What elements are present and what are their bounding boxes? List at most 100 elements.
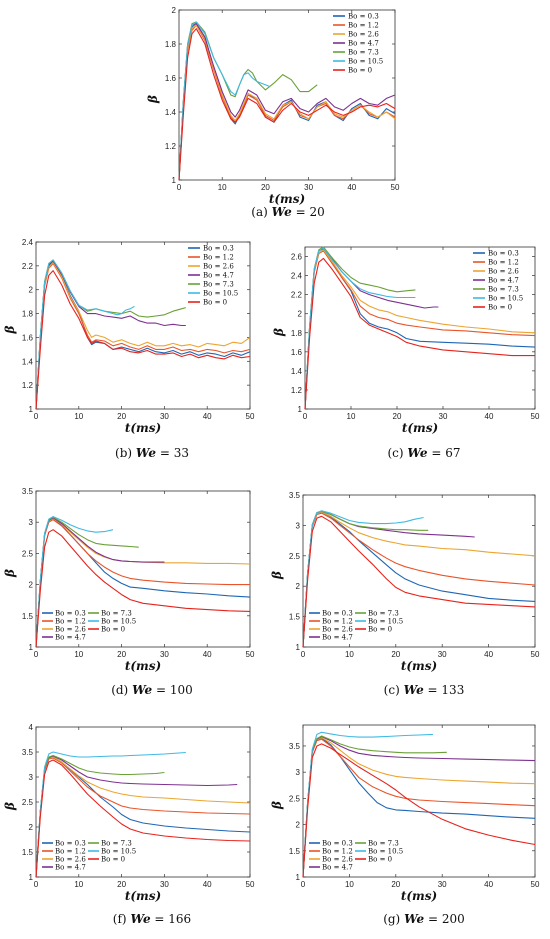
- x-tick-label: 10: [74, 650, 83, 659]
- x-tick-label: 40: [203, 650, 212, 659]
- caption-value: = 33: [159, 446, 189, 460]
- legend-label: Bo = 4.7: [488, 277, 519, 285]
- y-tick-label: 2: [296, 821, 301, 830]
- caption-we-100: (d) We = 100: [111, 683, 193, 697]
- caption-label: (c): [383, 683, 400, 697]
- chart-we-67: 0 10 20 30 40 50 1 1.2 1.4 1.6 1.8 2 2.2 2.4 2.6 t(ms) β…: [272, 246, 540, 435]
- caption-we-20: (a) We = 20: [251, 205, 324, 219]
- caption-label: (c): [387, 446, 404, 460]
- legend-label: Bo = 7.3: [368, 610, 399, 618]
- legend: Bo = 0.3Bo = 1.2Bo = 2.6Bo = 4.7Bo = 7.3…: [309, 610, 403, 642]
- legend-label: Bo = 0: [368, 626, 392, 634]
- legend-label: Bo = 7.3: [348, 49, 379, 57]
- caption-we-67: (c) We = 67: [387, 446, 460, 460]
- x-tick-label: 0: [34, 650, 39, 659]
- y-tick-label: 1: [29, 405, 34, 414]
- caption-value: = 133: [427, 683, 465, 697]
- legend-label: Bo = 0.3: [348, 13, 379, 21]
- series-line: [35, 517, 251, 648]
- x-axis-label: t(ms): [125, 659, 161, 673]
- legend-label: Bo = 2.6: [55, 856, 86, 864]
- series-line: [302, 743, 536, 878]
- y-tick-label: 1.5: [289, 847, 301, 856]
- series-line: [302, 515, 536, 648]
- y-tick-label: 1.4: [165, 108, 177, 117]
- legend-label: Bo = 10.5: [203, 290, 238, 298]
- x-tick-label: 40: [484, 880, 493, 889]
- legend-label: Bo = 7.3: [368, 840, 399, 848]
- y-tick-label: 2.2: [22, 262, 34, 271]
- x-tick-label: 10: [345, 650, 354, 659]
- y-tick-label: 1: [172, 176, 177, 185]
- x-tick-label: 10: [345, 880, 354, 889]
- caption-we: We: [271, 205, 292, 219]
- legend-label: Bo = 4.7: [55, 864, 86, 872]
- legend-label: Bo = 2.6: [488, 268, 519, 276]
- x-tick-label: 30: [160, 412, 169, 421]
- x-tick-label: 30: [304, 183, 313, 192]
- series-line: [35, 270, 251, 410]
- x-tick-label: 20: [117, 412, 126, 421]
- legend-label: Bo = 1.2: [55, 618, 86, 626]
- caption-value: = 166: [154, 912, 192, 926]
- legend-label: Bo = 1.2: [322, 618, 353, 626]
- legend-label: Bo = 10.5: [368, 618, 403, 626]
- x-tick-label: 50: [531, 880, 540, 889]
- legend-label: Bo = 0: [488, 304, 512, 312]
- legend-label: Bo = 2.6: [348, 31, 379, 39]
- legend: Bo = 0.3Bo = 1.2Bo = 2.6Bo = 4.7Bo = 7.3…: [42, 610, 136, 642]
- x-tick-label: 20: [391, 650, 400, 659]
- legend-label: Bo = 1.2: [203, 254, 234, 262]
- caption-label: (d): [111, 683, 129, 697]
- legend: Bo = 0.3Bo = 1.2Bo = 2.6Bo = 4.7Bo = 7.3…: [333, 13, 383, 75]
- plot-frame: [35, 241, 251, 410]
- legend-label: Bo = 0: [203, 299, 227, 307]
- legend-label: Bo = 2.6: [322, 856, 353, 864]
- x-axis-label: t(ms): [401, 659, 437, 673]
- x-tick-label: 0: [34, 880, 39, 889]
- y-tick-label: 2: [29, 823, 34, 832]
- y-tick-label: 2: [298, 310, 303, 319]
- y-tick-label: 1.5: [22, 612, 34, 621]
- x-tick-label: 50: [391, 183, 400, 192]
- legend-label: Bo = 0.3: [322, 610, 353, 618]
- series-line: [304, 249, 536, 410]
- legend-label: Bo = 0.3: [55, 610, 86, 618]
- caption-we-133: (c) We = 133: [384, 683, 465, 697]
- series-line: [304, 257, 535, 410]
- series-line: [35, 751, 186, 878]
- y-tick-label: 3: [29, 518, 34, 527]
- caption-we: We: [132, 683, 153, 697]
- y-axis-label: β: [3, 802, 17, 811]
- series-line: [178, 23, 396, 181]
- caption-value: = 100: [156, 683, 193, 697]
- y-tick-label: 1.6: [291, 348, 303, 357]
- y-tick-label: 2: [172, 6, 177, 15]
- caption-label: (a): [251, 205, 268, 219]
- y-tick-label: 3: [29, 773, 34, 782]
- y-tick-label: 1.8: [291, 329, 303, 338]
- legend-label: Bo = 10.5: [488, 295, 523, 303]
- series-line: [35, 754, 165, 878]
- y-tick-label: 1.8: [22, 310, 34, 319]
- y-tick-label: 1: [296, 643, 301, 652]
- chart-we-33: 0 10 20 30 40 50 1 1.2 1.4 1.6 1.8 2 2.2 2.4 t(ms) β Bo …: [3, 238, 255, 435]
- y-axis-label: β: [3, 325, 17, 334]
- series-line: [302, 735, 447, 878]
- legend-label: Bo = 1.2: [348, 22, 379, 30]
- x-axis-label: t(ms): [125, 889, 161, 903]
- y-axis-label: β: [272, 328, 286, 337]
- x-tick-label: 40: [485, 412, 494, 421]
- y-tick-label: 1.6: [165, 74, 177, 83]
- x-tick-label: 40: [484, 650, 493, 659]
- y-tick-label: 3: [296, 768, 301, 777]
- x-tick-label: 20: [393, 412, 402, 421]
- y-tick-label: 3.5: [289, 742, 301, 751]
- y-tick-label: 1.8: [165, 40, 177, 49]
- caption-value: = 20: [295, 205, 325, 219]
- caption-we: We: [404, 912, 425, 926]
- legend-label: Bo = 4.7: [322, 634, 353, 642]
- legend: Bo = 0.3Bo = 1.2Bo = 2.6Bo = 4.7Bo = 7.3…: [309, 840, 403, 872]
